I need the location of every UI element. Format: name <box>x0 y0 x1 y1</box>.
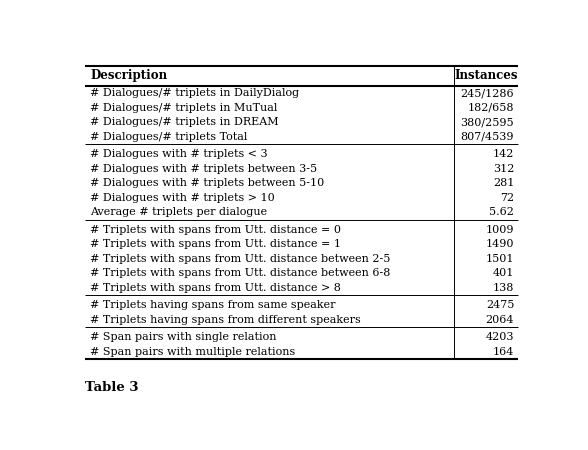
Text: 142: 142 <box>493 149 514 159</box>
Text: # Dialogues with # triplets between 5-10: # Dialogues with # triplets between 5-10 <box>91 178 325 188</box>
Text: 1490: 1490 <box>486 239 514 249</box>
Text: 281: 281 <box>493 178 514 188</box>
Text: # Triplets with spans from Utt. distance = 0: # Triplets with spans from Utt. distance… <box>91 225 342 234</box>
Text: 2475: 2475 <box>486 300 514 310</box>
Text: # Triplets with spans from Utt. distance between 6-8: # Triplets with spans from Utt. distance… <box>91 269 391 279</box>
Text: 245/1286: 245/1286 <box>460 88 514 98</box>
Text: Average # triplets per dialogue: Average # triplets per dialogue <box>91 207 268 217</box>
Text: 5.62: 5.62 <box>489 207 514 217</box>
Text: # Dialogues/# triplets in DailyDialog: # Dialogues/# triplets in DailyDialog <box>91 88 299 98</box>
Text: # Span pairs with single relation: # Span pairs with single relation <box>91 332 277 342</box>
Text: # Triplets with spans from Utt. distance = 1: # Triplets with spans from Utt. distance… <box>91 239 342 249</box>
Text: 138: 138 <box>493 283 514 293</box>
Text: 164: 164 <box>493 346 514 357</box>
Text: # Dialogues with # triplets > 10: # Dialogues with # triplets > 10 <box>91 193 275 203</box>
Text: # Span pairs with multiple relations: # Span pairs with multiple relations <box>91 346 296 357</box>
Text: 1501: 1501 <box>486 254 514 264</box>
Text: # Dialogues/# triplets Total: # Dialogues/# triplets Total <box>91 132 248 142</box>
Text: # Triplets with spans from Utt. distance > 8: # Triplets with spans from Utt. distance… <box>91 283 341 293</box>
Text: 72: 72 <box>500 193 514 203</box>
Text: 401: 401 <box>493 269 514 279</box>
Text: 1009: 1009 <box>486 225 514 234</box>
Text: # Triplets with spans from Utt. distance between 2-5: # Triplets with spans from Utt. distance… <box>91 254 391 264</box>
Text: 807/4539: 807/4539 <box>460 132 514 142</box>
Text: # Dialogues with # triplets < 3: # Dialogues with # triplets < 3 <box>91 149 268 159</box>
Text: # Dialogues with # triplets between 3-5: # Dialogues with # triplets between 3-5 <box>91 164 318 174</box>
Text: Instances: Instances <box>454 69 517 82</box>
Text: Table 3: Table 3 <box>85 382 138 395</box>
Text: 380/2595: 380/2595 <box>460 117 514 127</box>
Text: 2064: 2064 <box>486 315 514 325</box>
Text: # Dialogues/# triplets in MuTual: # Dialogues/# triplets in MuTual <box>91 103 278 112</box>
Text: Description: Description <box>91 69 168 82</box>
Text: # Triplets having spans from same speaker: # Triplets having spans from same speake… <box>91 300 336 310</box>
Text: 182/658: 182/658 <box>467 103 514 112</box>
Text: 4203: 4203 <box>486 332 514 342</box>
Text: # Triplets having spans from different speakers: # Triplets having spans from different s… <box>91 315 361 325</box>
Text: 312: 312 <box>493 164 514 174</box>
Text: # Dialogues/# triplets in DREAM: # Dialogues/# triplets in DREAM <box>91 117 279 127</box>
